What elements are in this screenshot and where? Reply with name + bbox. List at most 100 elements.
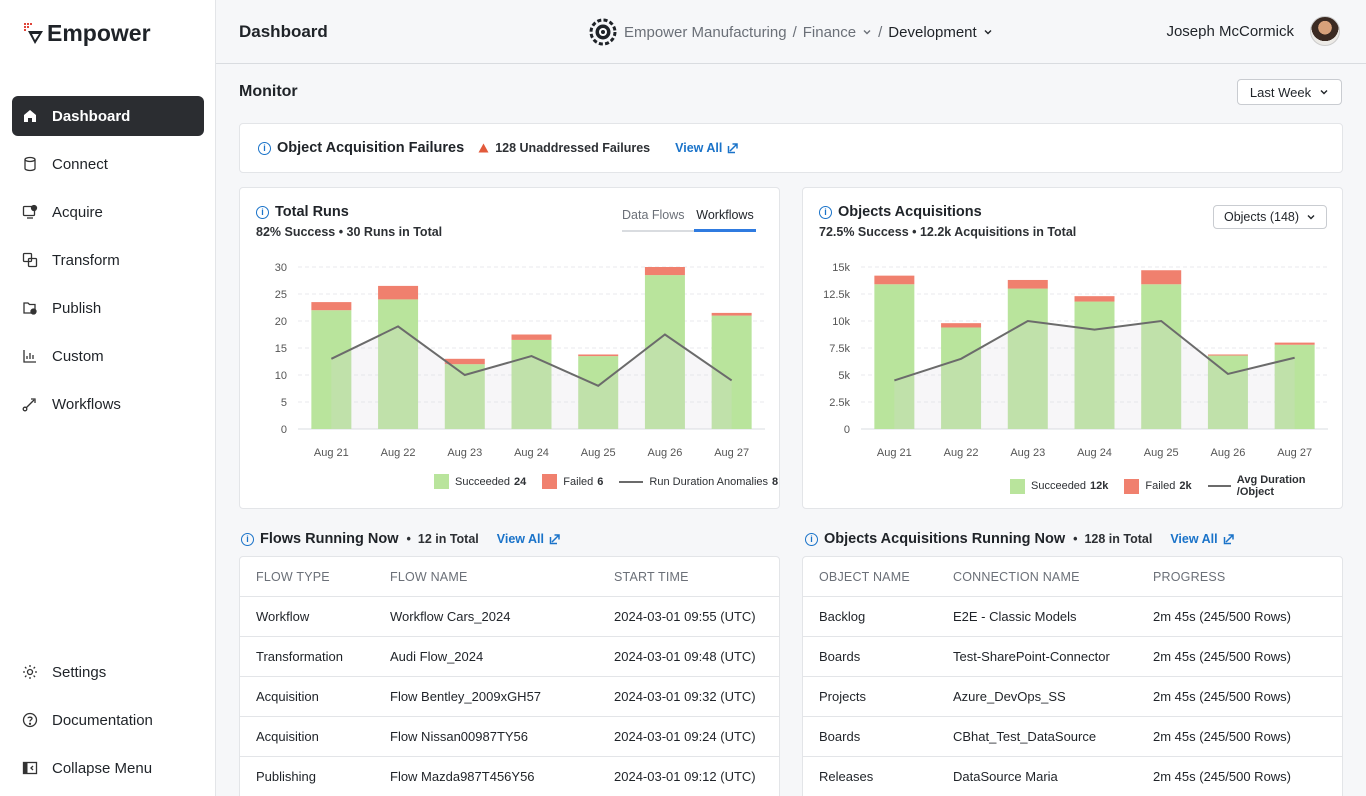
custom-icon: [22, 348, 38, 364]
legend-swatch-succeeded: [1010, 478, 1025, 494]
sidebar-item-publish[interactable]: Publish: [12, 288, 204, 328]
table-row[interactable]: Publishing Flow Mazda987T456Y56 2024-03-01…: [240, 757, 779, 796]
bar-succeeded: [1141, 284, 1182, 429]
failures-title: Object Acquisition Failures: [277, 140, 465, 156]
sidebar-item-custom[interactable]: Custom: [12, 336, 204, 376]
info-icon[interactable]: i: [241, 532, 254, 546]
legend-value: 6: [597, 475, 604, 488]
gear-icon: [22, 664, 38, 680]
tab-workflows[interactable]: Workflows: [694, 208, 756, 232]
period-select[interactable]: Last Week: [1237, 79, 1342, 105]
table-cell: Audi Flow_2024: [390, 649, 484, 664]
x-tick-label: Aug 26: [647, 447, 682, 459]
user-menu[interactable]: Joseph McCormick: [1166, 16, 1340, 46]
sidebar-item-dashboard[interactable]: Dashboard: [12, 96, 204, 136]
bar-failed: [1274, 342, 1315, 345]
x-tick-label: Aug 22: [944, 447, 979, 459]
breadcrumb-separator: /: [792, 23, 797, 41]
legend-label: Succeeded: [1031, 480, 1087, 492]
x-tick-label: Aug 27: [714, 447, 749, 459]
table-cell: 2024-03-01 09:55 (UTC): [614, 609, 756, 624]
table-row[interactable]: Projects Azure_DevOps_SS 2m 45s (245/500 R…: [803, 677, 1342, 717]
sidebar-item-workflows[interactable]: Workflows: [12, 384, 204, 424]
column-header[interactable]: OBJECT NAME: [819, 569, 910, 584]
bar-failed: [874, 275, 915, 285]
breadcrumb-separator: /: [878, 23, 883, 41]
breadcrumb-dept[interactable]: Finance: [802, 23, 857, 41]
table-row[interactable]: Boards Test-SharePoint-Connector 2m 45s (2…: [803, 637, 1342, 677]
x-tick-label: Aug 26: [1210, 447, 1245, 459]
view-all-acquisitions-link[interactable]: View All: [1170, 532, 1234, 546]
bar-failed: [311, 302, 352, 311]
series-line: [894, 319, 1295, 382]
bar-failed: [644, 267, 685, 276]
info-icon[interactable]: i: [256, 205, 269, 219]
table-row[interactable]: Workflow Workflow Cars_2024 2024-03-01 09:…: [240, 597, 779, 637]
avatar[interactable]: [1310, 16, 1340, 46]
sidebar-nav: Dashboard Connect Acquire Transform Publ…: [12, 96, 204, 432]
sidebar-item-transform[interactable]: Transform: [12, 240, 204, 280]
column-header[interactable]: CONNECTION NAME: [953, 569, 1080, 584]
bar-succeeded: [511, 339, 552, 429]
table-row[interactable]: Releases DataSource Maria 2m 45s (245/500 …: [803, 757, 1342, 796]
chevron-down-icon[interactable]: [983, 27, 993, 37]
table-row[interactable]: Acquisition Flow Bentley_2009xGH57 2024-03…: [240, 677, 779, 717]
sidebar-item-acquire[interactable]: Acquire: [12, 192, 204, 232]
bar-failed: [941, 323, 982, 328]
total-runs-tabs: Data Flows Workflows: [622, 208, 756, 232]
y-tick-label: 0: [844, 424, 850, 436]
table-cell: Releases: [819, 769, 874, 784]
column-header[interactable]: FLOW TYPE: [256, 569, 330, 584]
info-icon[interactable]: i: [805, 532, 818, 546]
column-header[interactable]: PROGRESS: [1153, 569, 1226, 584]
sidebar-item-documentation[interactable]: Documentation: [12, 700, 204, 740]
table-row[interactable]: Backlog E2E - Classic Models 2m 45s (245/5…: [803, 597, 1342, 637]
transform-icon: [22, 252, 38, 268]
breadcrumb-org[interactable]: Empower Manufacturing: [624, 23, 787, 41]
info-icon[interactable]: i: [819, 205, 832, 219]
legend-avg-duration: Avg Duration /Object: [1207, 474, 1342, 498]
table-cell: Publishing: [256, 769, 316, 784]
table-cell: Acquisition: [256, 689, 319, 704]
sidebar-item-collapse-menu[interactable]: Collapse Menu: [12, 748, 204, 788]
tab-data-flows[interactable]: Data Flows: [622, 208, 694, 232]
breadcrumb-env[interactable]: Development: [888, 23, 977, 41]
column-header[interactable]: START TIME: [614, 569, 689, 584]
sidebar-item-connect[interactable]: Connect: [12, 144, 204, 184]
app-logo[interactable]: Empower: [24, 20, 151, 47]
flows-running-title: Flows Running Now: [260, 531, 399, 547]
table-cell: Flow Nissan00987TY56: [390, 729, 529, 744]
legend-swatch-succeeded: [434, 474, 449, 489]
total-runs-chart: 0 5 10 15 20 25 30 Aug 21 Aug 22 Aug 23 Aug 24 Aug …: [275, 262, 765, 459]
table-cell: Acquisition: [256, 729, 319, 744]
column-header[interactable]: FLOW NAME: [390, 569, 468, 584]
table-cell: 2m 45s (245/500 Rows): [1153, 729, 1292, 744]
view-all-failures-link[interactable]: View All: [675, 141, 739, 155]
bar-failed: [578, 354, 619, 357]
x-tick-label: Aug 21: [877, 447, 912, 459]
bar-succeeded: [1074, 301, 1115, 429]
x-tick-label: Aug 21: [314, 447, 349, 459]
view-all-flows-link[interactable]: View All: [497, 532, 561, 546]
table-row[interactable]: Acquisition Flow Nissan00987TY56 2024-03-0…: [240, 717, 779, 757]
legend-label: Run Duration Anomalies: [649, 475, 769, 488]
table-header-row: FLOW TYPE FLOW NAME START TIME: [240, 557, 779, 597]
table-row[interactable]: Boards CBhat_Test_DataSource 2m 45s (245/5…: [803, 717, 1342, 757]
external-link-icon: [549, 534, 560, 545]
table-cell: Projects: [819, 689, 866, 704]
bar-succeeded: [378, 299, 419, 429]
table-cell: 2m 45s (245/500 Rows): [1153, 649, 1292, 664]
objects-select[interactable]: Objects (148): [1213, 205, 1327, 229]
collapse-icon: [22, 760, 38, 776]
table-cell: 2024-03-01 09:24 (UTC): [614, 729, 756, 744]
y-tick-label: 10: [275, 370, 287, 382]
sidebar-item-label: Workflows: [52, 395, 121, 413]
legend-line: [1207, 485, 1231, 487]
table-row[interactable]: Transformation Audi Flow_2024 2024-03-01 0…: [240, 637, 779, 677]
chevron-down-icon[interactable]: [862, 27, 872, 37]
legend-value: 12k: [1090, 480, 1109, 492]
bar-failed: [378, 285, 419, 300]
info-icon[interactable]: i: [258, 141, 271, 155]
table-cell: Flow Bentley_2009xGH57: [390, 689, 542, 704]
sidebar-item-settings[interactable]: Settings: [12, 652, 204, 692]
